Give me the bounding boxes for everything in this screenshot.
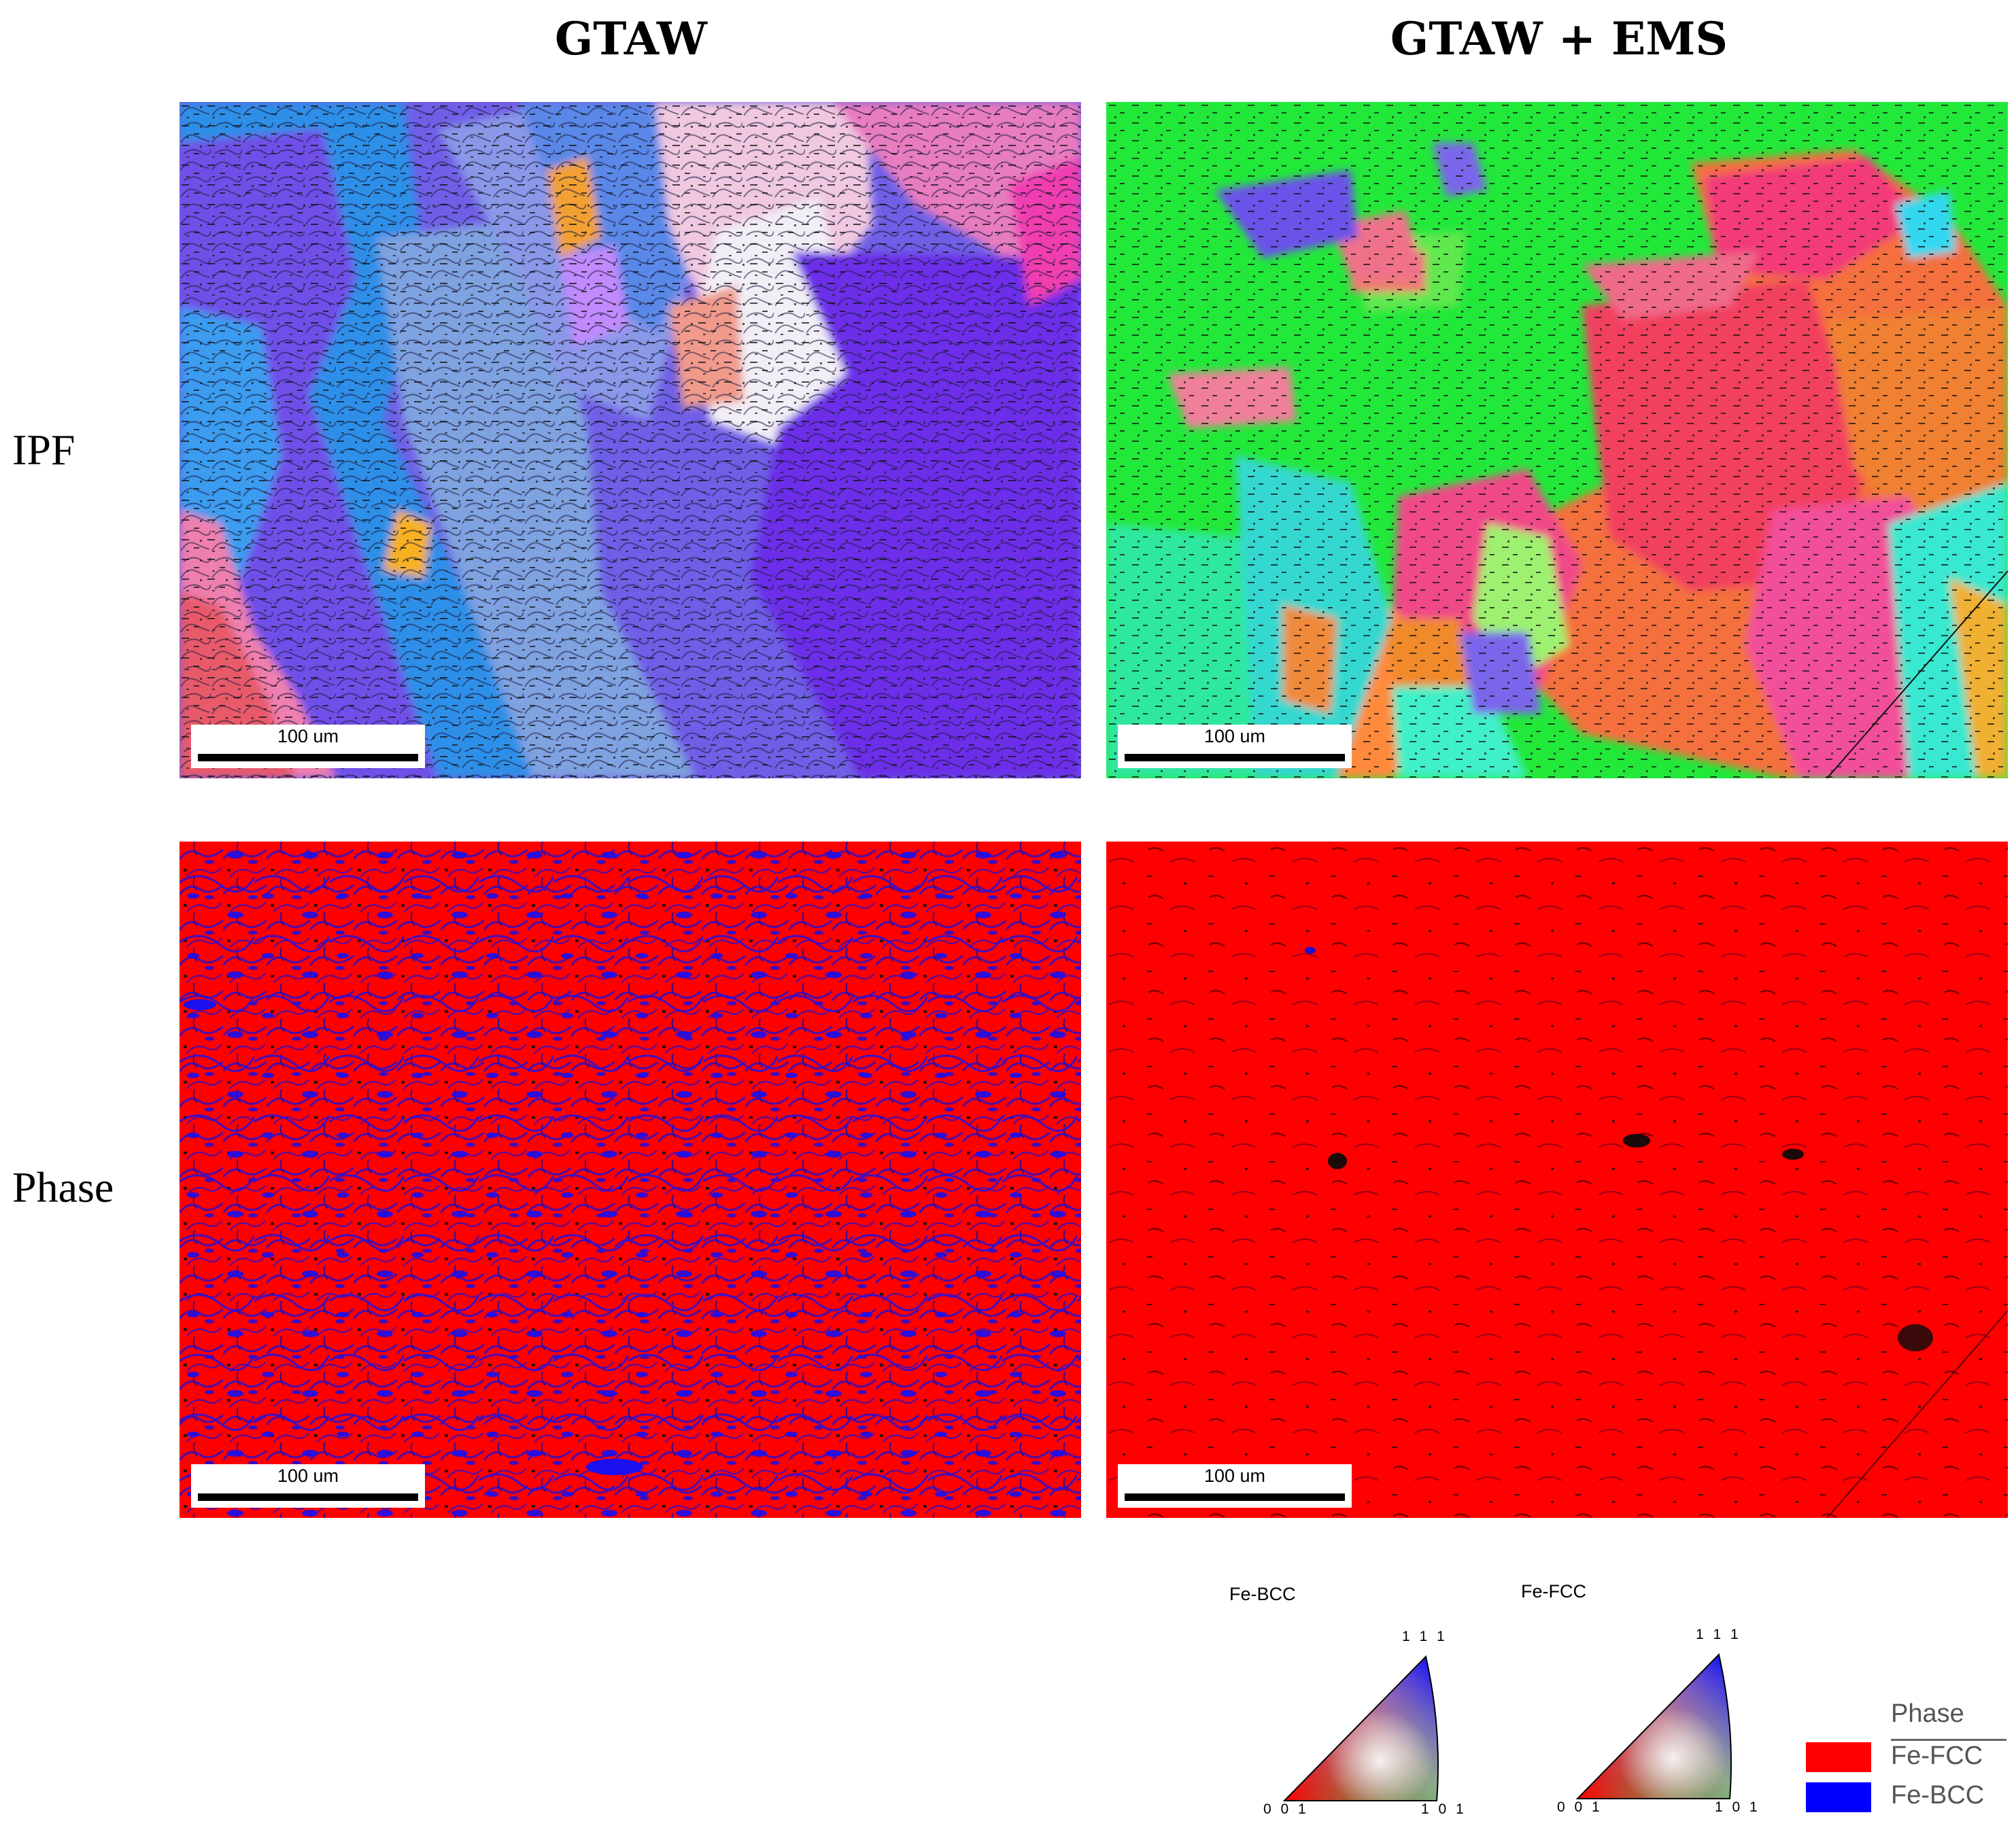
ipf-key-bcc-corner-101: 1 0 1 bbox=[1421, 1801, 1467, 1817]
scale-bar: 100 um bbox=[1118, 1464, 1352, 1508]
scale-bar-line bbox=[198, 754, 418, 761]
ipf-key-fcc-corner-101: 1 0 1 bbox=[1715, 1799, 1760, 1815]
scale-bar-line bbox=[1125, 1493, 1345, 1501]
scale-bar-label: 100 um bbox=[1203, 726, 1266, 746]
legend-label-bcc: Fe-BCC bbox=[1891, 1781, 1985, 1810]
ipf-key-bcc-corner-001: 0 0 1 bbox=[1263, 1801, 1309, 1817]
phase-legend-rule bbox=[1891, 1739, 2006, 1741]
scale-bar-label: 100 um bbox=[1203, 1466, 1266, 1486]
column-title-gtaw: GTAW bbox=[555, 12, 707, 65]
legend-label-fcc: Fe-FCC bbox=[1891, 1742, 1983, 1770]
ipf-map-gtaw: 100 um bbox=[180, 102, 1081, 778]
ipf-key-fcc-corner-111: 1 1 1 bbox=[1696, 1627, 1741, 1642]
row-label-phase: Phase bbox=[12, 1163, 114, 1211]
ipf-key-fcc-corner-001: 0 0 1 bbox=[1557, 1799, 1603, 1815]
row-label-ipf: IPF bbox=[12, 426, 75, 474]
scale-bar: 100 um bbox=[1118, 725, 1352, 768]
legend-swatch-fcc bbox=[1806, 1742, 1871, 1772]
scale-bar-line bbox=[1125, 754, 1345, 761]
scale-bar: 100 um bbox=[191, 725, 425, 768]
phase-legend-title: Phase bbox=[1891, 1699, 1964, 1728]
phase-map-gtaw: 100 um bbox=[180, 842, 1081, 1518]
ipf-key-bcc-corner-111: 1 1 1 bbox=[1402, 1629, 1448, 1644]
scale-bar-label: 100 um bbox=[277, 726, 339, 746]
column-title-gtaw-ems: GTAW + EMS bbox=[1390, 12, 1728, 65]
scale-bar: 100 um bbox=[191, 1464, 425, 1508]
phase-map-gtaw-ems: 100 um bbox=[1106, 842, 2008, 1518]
ipf-key-bcc-label: Fe-BCC bbox=[1229, 1584, 1296, 1604]
scale-bar-line bbox=[198, 1493, 418, 1501]
ipf-map-gtaw-ems: 100 um bbox=[1106, 102, 2008, 778]
ipf-key-bcc-triangle bbox=[1282, 1655, 1439, 1801]
legend-swatch-bcc bbox=[1806, 1782, 1871, 1812]
ipf-key-fcc-triangle bbox=[1575, 1653, 1732, 1799]
scale-bar-label: 100 um bbox=[277, 1466, 339, 1486]
ipf-key-fcc-label: Fe-FCC bbox=[1521, 1581, 1586, 1602]
